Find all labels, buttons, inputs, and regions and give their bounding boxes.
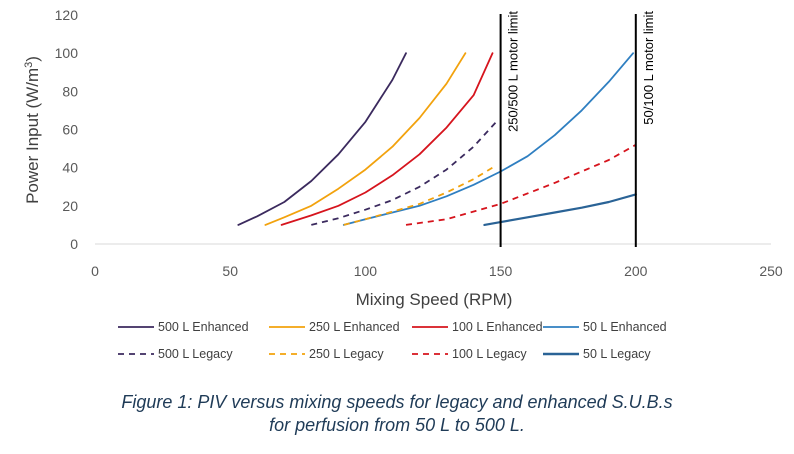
series-line-250-l-legacy — [343, 166, 493, 226]
series-layer — [237, 52, 637, 226]
y-tick-label: 120 — [55, 7, 79, 23]
y-tick-label: 100 — [55, 45, 79, 61]
legend-label: 500 L Enhanced — [158, 320, 249, 334]
x-axis-ticks: 0 50 100 150 200 250 — [91, 263, 783, 279]
motor-limit-label: 50/100 L motor limit — [641, 11, 656, 125]
series-line-100-l-legacy — [405, 144, 637, 226]
legend-label: 500 L Legacy — [158, 347, 233, 361]
series-line-500-l-enhanced — [237, 52, 407, 226]
caption-line-2: for perfusion from 50 L to 500 L. — [269, 415, 525, 435]
legend-label: 100 L Enhanced — [452, 320, 543, 334]
series-line-100-l-enhanced — [280, 52, 494, 226]
y-tick-label: 60 — [62, 122, 78, 138]
series-line-250-l-enhanced — [264, 52, 467, 226]
legend: 500 L Enhanced 250 L Enhanced 100 L Enhanc… — [118, 320, 667, 361]
x-tick-label: 200 — [624, 263, 648, 279]
legend-label: 100 L Legacy — [452, 347, 527, 361]
x-tick-label: 250 — [759, 263, 783, 279]
piv-chart: 0 20 40 60 80 100 120 0 50 100 150 200 250 250/500 … — [23, 7, 783, 361]
y-axis-title: Power Input (W/m3) — [23, 56, 42, 204]
motor-limit-label: 250/500 L motor limit — [506, 11, 521, 132]
x-tick-label: 50 — [222, 263, 238, 279]
y-tick-label: 80 — [62, 83, 78, 99]
legend-label: 250 L Legacy — [309, 347, 384, 361]
x-axis-title: Mixing Speed (RPM) — [356, 290, 513, 309]
y-axis-ticks: 0 20 40 60 80 100 120 — [55, 7, 79, 252]
figure-caption: Figure 1: PIV versus mixing speeds for l… — [0, 391, 794, 437]
x-tick-label: 0 — [91, 263, 99, 279]
x-tick-label: 100 — [354, 263, 378, 279]
legend-label: 250 L Enhanced — [309, 320, 400, 334]
x-tick-label: 150 — [489, 263, 513, 279]
legend-label: 50 L Legacy — [583, 347, 651, 361]
series-line-500-l-legacy — [311, 119, 499, 226]
series-line-50-l-enhanced — [342, 52, 634, 226]
legend-label: 50 L Enhanced — [583, 320, 667, 334]
caption-line-1: Figure 1: PIV versus mixing speeds for l… — [121, 392, 673, 412]
motor-limit-layer: 250/500 L motor limit 50/100 L motor limi… — [499, 11, 656, 247]
y-tick-label: 0 — [70, 236, 78, 252]
series-line-50-l-legacy — [483, 193, 637, 226]
y-tick-label: 40 — [62, 160, 78, 176]
y-tick-label: 20 — [62, 198, 78, 214]
